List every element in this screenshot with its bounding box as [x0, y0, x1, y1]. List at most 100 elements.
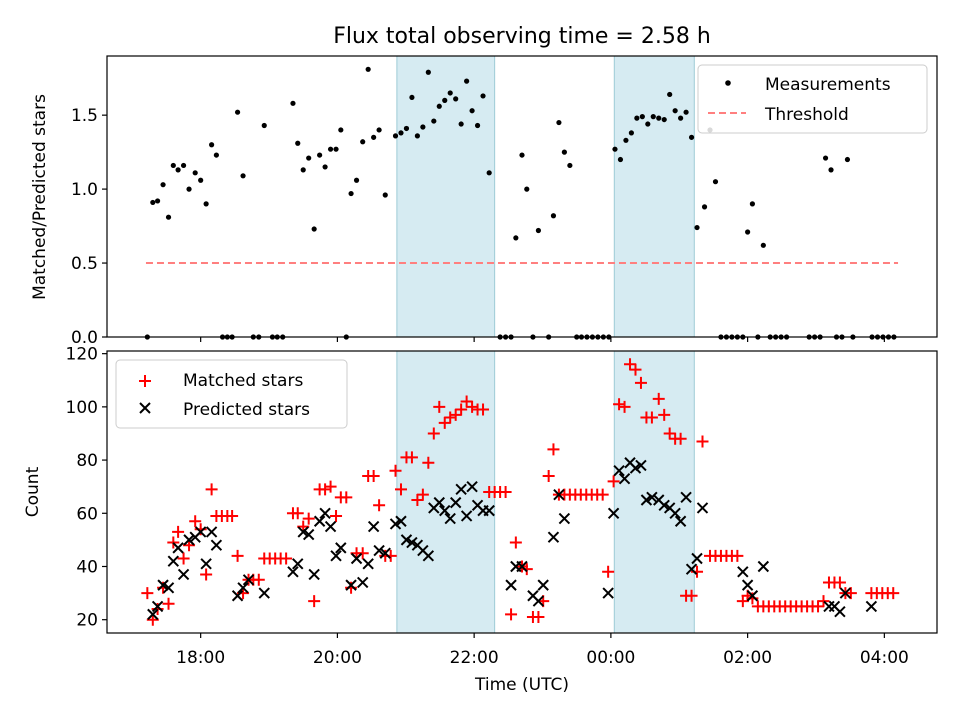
- measurement-point: [353, 177, 360, 183]
- top-y-tick-label: 1.5: [71, 106, 98, 126]
- matched-star-point: [389, 464, 402, 477]
- measurement-point: [458, 121, 464, 127]
- predicted-star-point: [210, 539, 223, 551]
- matched-star-point: [455, 403, 468, 416]
- measurement-point: [617, 156, 624, 163]
- predicted-star-point: [483, 504, 495, 517]
- measurement-point: [392, 133, 399, 139]
- predicted-star-point: [433, 496, 445, 509]
- predicted-star-point: [395, 515, 407, 527]
- matched-star-point: [731, 549, 744, 562]
- predicted-star-point: [205, 526, 218, 538]
- predicted-star-point: [646, 491, 658, 504]
- predicted-star-point: [532, 595, 545, 607]
- predicted-star-points: [147, 457, 878, 621]
- top-legend-box: [697, 64, 928, 134]
- measurement-point: [567, 162, 573, 169]
- matched-star-point: [532, 611, 545, 624]
- predicted-star-point: [324, 520, 337, 533]
- measurement-point: [464, 78, 470, 84]
- measurement-point: [234, 109, 241, 115]
- top-panel: 0.0 0.5 1.0 1.5 Matched/Predicted stars Mea…: [30, 55, 938, 348]
- measurement-point: [333, 146, 339, 152]
- predicted-star-point: [308, 568, 320, 581]
- bottom-y-axis-label: Count: [23, 466, 43, 517]
- matched-star-point: [345, 581, 358, 594]
- measurement-point: [165, 214, 172, 220]
- legend-measurements-label: Measurements: [765, 75, 891, 95]
- matched-star-point: [200, 568, 213, 581]
- bottom-legend-box: [115, 359, 348, 429]
- bottom-x-tick-label: 20:00: [313, 648, 362, 668]
- measurement-point: [382, 192, 388, 198]
- matched-star-point: [411, 493, 424, 506]
- measurement-point: [300, 167, 306, 173]
- matched-star-point: [658, 408, 671, 421]
- predicted-star-point: [302, 528, 315, 541]
- measurement-point: [634, 115, 640, 121]
- bottom-y-tick-label: 100: [66, 398, 98, 418]
- matched-star-point: [596, 488, 609, 501]
- measurement-point: [672, 108, 678, 114]
- matched-star-point: [433, 400, 446, 413]
- measurement-point: [469, 108, 475, 114]
- matched-star-point: [460, 395, 473, 408]
- matched-star-point: [194, 523, 207, 536]
- measurement-point: [360, 139, 366, 145]
- matched-star-point: [308, 595, 321, 608]
- matched-star-point: [674, 432, 687, 445]
- predicted-star-point: [444, 512, 456, 525]
- matched-star-point: [652, 392, 665, 405]
- predicted-star-point: [547, 531, 560, 543]
- shaded-span-1: [396, 350, 496, 634]
- measurement-point: [376, 127, 382, 133]
- predicted-star-point: [194, 526, 207, 538]
- predicted-star-point: [613, 465, 625, 477]
- measurement-point: [650, 114, 656, 120]
- measurement-point: [261, 122, 267, 129]
- measurement-point: [480, 93, 486, 99]
- predicted-star-point: [292, 558, 304, 570]
- matched-star-point: [629, 363, 642, 376]
- legend-measurements-marker: [725, 80, 731, 86]
- predicted-star-point: [422, 550, 435, 562]
- top-shaded-spans: [396, 55, 695, 338]
- measurement-point: [198, 177, 204, 183]
- predicted-star-point: [602, 587, 614, 599]
- measurement-point: [535, 227, 542, 234]
- predicted-star-point: [237, 582, 249, 594]
- shaded-span-1: [396, 55, 496, 338]
- matched-star-point: [645, 411, 658, 424]
- measurement-point: [213, 152, 219, 158]
- measurement-point: [425, 69, 431, 75]
- predicted-star-point: [834, 606, 846, 618]
- legend-matched-marker: [139, 375, 151, 387]
- measurement-point: [844, 156, 851, 163]
- legend-predicted-label: Predicted stars: [183, 400, 310, 420]
- measurement-point: [474, 122, 481, 129]
- measurement-point: [828, 167, 834, 173]
- bottom-x-tick-label: 00:00: [586, 648, 635, 668]
- matched-star-point: [812, 600, 825, 613]
- predicted-star-point: [516, 560, 528, 573]
- measurement-point: [556, 119, 562, 126]
- matched-star-point: [477, 403, 490, 416]
- legend-matched-label: Matched stars: [183, 371, 303, 391]
- predicted-star-point: [839, 587, 852, 599]
- predicted-star-point: [350, 552, 363, 565]
- predicted-star-point: [242, 574, 255, 586]
- measurement-point: [290, 100, 296, 106]
- measurement-point: [409, 94, 415, 101]
- measurement-point: [348, 190, 354, 197]
- predicted-star-point: [865, 600, 878, 613]
- predicted-star-point: [685, 563, 698, 575]
- measurement-point: [749, 201, 756, 207]
- matched-star-point: [613, 398, 626, 411]
- measurement-point: [683, 109, 689, 115]
- measurement-point: [240, 173, 246, 179]
- measurement-point: [436, 103, 442, 109]
- predicted-star-point: [345, 579, 357, 591]
- measurement-point: [209, 142, 215, 148]
- bottom-x-ticks: 18:00 20:00 22:00 00:00 02:00 04:00: [176, 633, 909, 668]
- measurement-point: [371, 134, 377, 140]
